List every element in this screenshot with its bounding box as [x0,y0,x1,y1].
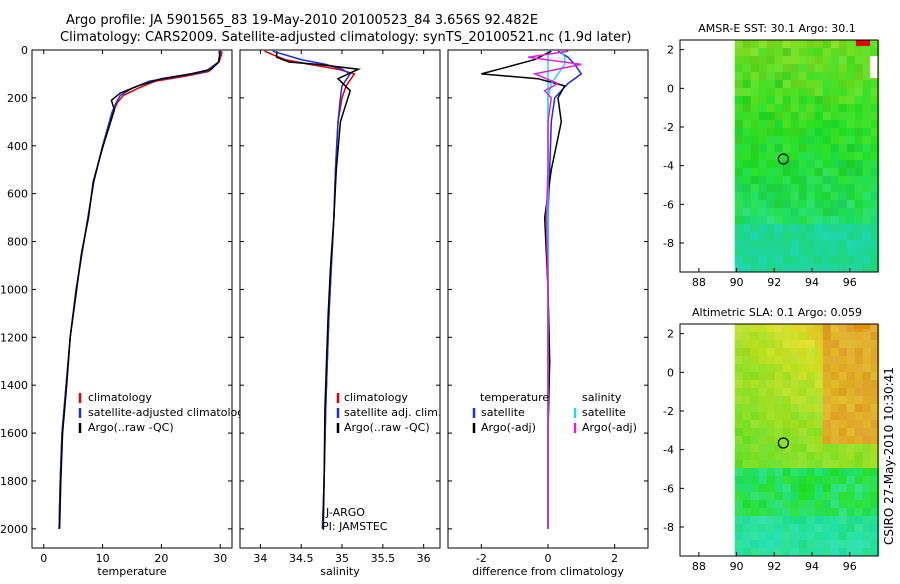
legend-label: Argo(..raw -QC) [88,421,174,434]
y-tick-label: -8 [663,237,674,250]
legend-label: Argo(..raw -QC) [344,421,430,434]
x-tick-label: 20 [154,552,168,565]
legend-label: satellite adj. clim. [344,406,441,419]
sst-map-panel: AMSR-E SST: 30.1 Argo: 30.1 88 90 92 94 96 2 0 -… [663,22,880,289]
map-frame [679,323,879,557]
x-tick-label: 96 [843,276,857,289]
map-cells [734,40,880,273]
x-tick-label: 90 [730,560,744,573]
x-tick-label: 90 [730,276,744,289]
y-tick-label: 0 [667,366,674,379]
salinity-panel: 34 34.5 35 35.5 36 salinity climatology satelli… [239,49,441,578]
land-patch [870,56,878,78]
y-tick-label: 0 [667,82,674,95]
y-tick-label: -4 [663,160,674,173]
pi-label: PI: JAMSTEC [322,520,388,533]
y-tick-label: 1800 [0,475,28,488]
y-tick-label: 800 [7,236,28,249]
y-tick-label: 1000 [0,283,28,296]
y-tick-label: 2 [667,44,674,57]
plot-frame [31,49,233,549]
y-tick-label: 0 [21,44,28,57]
land-patch [856,40,870,46]
x-tick-label: 34.5 [289,552,314,565]
temperature-panel: 0 10 20 30 temperature 0 200 400 600 800 1000 1200 1… [0,44,251,578]
float-program-label: J-ARGO [325,506,365,519]
credit-label: CSIRO 27-May-2010 10:30:41 [882,367,896,545]
x-tick-label: 10 [96,552,110,565]
legend-label: satellite-adjusted climatology [88,406,251,419]
map-title: Altimetric SLA: 0.1 Argo: 0.059 [692,306,862,319]
header-line-1: Argo profile: JA 5901565_83 19-May-2010 … [66,13,538,28]
y-tick-label: 1400 [0,379,28,392]
argo-position-marker [777,437,789,449]
x-tick-label: 92 [767,560,781,573]
x-tick-label: 35 [335,552,349,565]
x-tick-label: 35.5 [371,552,396,565]
x-tick-label: 96 [843,560,857,573]
sla-map-panel: Altimetric SLA: 0.1 Argo: 0.059 88 90 92 94 9… [663,306,880,573]
y-tick-label: -6 [663,482,674,495]
series-line-argo-raw-qc- [58,51,221,529]
x-tick-label: 36 [417,552,431,565]
x-tick-label: 88 [692,276,706,289]
y-tick-label: -2 [663,121,674,134]
y-tick-label: -2 [663,405,674,418]
legend-label: climatology [88,391,152,404]
legend-heading-salinity: salinity [582,391,622,404]
map-frame [679,39,879,273]
map-cells [734,324,880,557]
y-tick-label: 1200 [0,331,28,344]
legend-label: Argo(-adj) [582,421,637,434]
x-tick-label: 30 [213,552,227,565]
legend-label: satellite [481,406,525,419]
series-line-argo-raw-qc- [275,51,362,529]
x-axis-label: difference from climatology [472,565,624,578]
y-tick-label: 2 [667,328,674,341]
legend-label: satellite [582,406,626,419]
x-tick-label: -2 [476,552,487,565]
legend-label: climatology [344,391,408,404]
y-tick-label: 600 [7,188,28,201]
legend-heading-temperature: temperature [480,391,549,404]
x-tick-label: 92 [767,276,781,289]
x-tick-label: 94 [805,560,819,573]
y-tick-label: 200 [7,92,28,105]
x-tick-label: 88 [692,560,706,573]
y-tick-label: 1600 [0,427,28,440]
y-tick-label: -6 [663,198,674,211]
legend-label: Argo(-adj) [481,421,536,434]
x-tick-label: 94 [805,276,819,289]
header-line-2: Climatology: CARS2009. Satellite-adjuste… [60,30,632,45]
x-axis-label: temperature [97,565,166,578]
land-patch [854,324,870,329]
x-tick-label: 34 [253,552,267,565]
map-title: AMSR-E SST: 30.1 Argo: 30.1 [698,22,856,35]
y-tick-label: 400 [7,140,28,153]
y-tick-label: -8 [663,521,674,534]
x-tick-label: 0 [40,552,47,565]
y-tick-label: 2000 [0,523,28,536]
x-tick-label: 0 [545,552,552,565]
x-tick-label: 2 [611,552,618,565]
argo-position-marker [777,153,789,165]
x-axis-label: salinity [320,565,360,578]
y-tick-label: -4 [663,444,674,457]
series-line-salinity-argo-adj- [527,50,582,529]
